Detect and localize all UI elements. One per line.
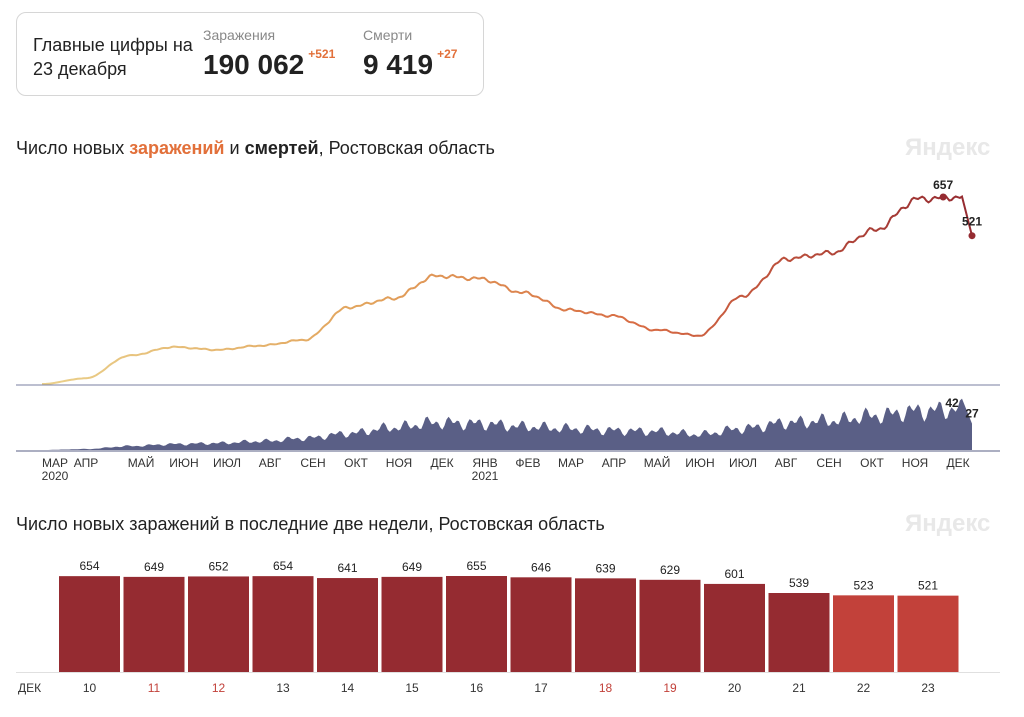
bar-12	[188, 576, 249, 672]
bar-value-label: 639	[595, 561, 615, 575]
chart1-title-suffix: , Ростовская область	[318, 138, 495, 158]
x-tick-label: МАР	[42, 456, 68, 470]
bar-11	[123, 576, 185, 672]
x-tick-label: АВГ	[775, 456, 798, 470]
x-tick-label: АВГ	[259, 456, 282, 470]
bar-value-label: 601	[724, 567, 744, 581]
x-tick-label: ИЮН	[685, 456, 714, 470]
x-tick-label: ДЕК	[430, 456, 453, 470]
cases-label: Заражения	[203, 27, 276, 43]
cases-value: 190 062	[203, 49, 305, 80]
bar-17	[510, 577, 572, 672]
yandex-watermark-2: Яндекс	[905, 510, 991, 537]
yandex-watermark-1: Яндекс	[905, 134, 991, 161]
chart1-title-prefix: Число новых	[16, 138, 130, 158]
x-tick-label: МАР	[558, 456, 584, 470]
deaths-value: 9 419	[363, 49, 434, 80]
cases-peak-label: 657	[933, 178, 953, 192]
bar-19	[639, 579, 701, 672]
x-tick-label: ИЮЛ	[213, 456, 241, 470]
cases-stat: Заражения 190 062 +521	[203, 27, 335, 81]
day-label: 23	[921, 681, 935, 695]
cases-last-label: 521	[962, 215, 982, 229]
day-label: 13	[276, 681, 290, 695]
day-label: 21	[792, 681, 806, 695]
x-tick-label: МАЙ	[128, 455, 155, 470]
day-label: 22	[857, 681, 871, 695]
cases-line	[42, 193, 973, 385]
deaths-area	[42, 398, 972, 450]
bar-value-label: 641	[337, 561, 357, 575]
bar-22	[833, 595, 894, 672]
month-label: ДЕК	[18, 681, 41, 695]
bar-21	[768, 593, 830, 672]
bar-value-label: 521	[918, 579, 938, 593]
bar-value-label: 654	[79, 559, 99, 573]
day-label: 17	[534, 681, 548, 695]
x-tick-label: ФЕВ	[515, 456, 540, 470]
deaths-label: Смерти	[363, 27, 413, 43]
bar-value-label: 629	[660, 563, 680, 577]
bar-value-label: 646	[531, 560, 551, 574]
x-tick-label: ЯНВ	[472, 456, 497, 470]
bar-14	[317, 578, 378, 672]
chart2-title: Число новых заражений в последние две не…	[16, 514, 605, 534]
x-tick-label: НОЯ	[386, 456, 412, 470]
bar-value-label: 539	[789, 576, 809, 590]
day-label: 14	[341, 681, 355, 695]
x-tick-label: АПР	[602, 456, 627, 470]
bar-value-label: 654	[273, 559, 293, 573]
bar-value-label: 652	[208, 559, 228, 573]
day-label: 19	[663, 681, 677, 695]
cases-peak-marker	[939, 193, 947, 201]
bar-16	[446, 576, 507, 672]
day-label: 18	[599, 681, 613, 695]
bar-20	[704, 583, 765, 672]
bar-10	[59, 576, 120, 672]
x-tick-label: СЕН	[816, 456, 841, 470]
summary-title: Главные цифры на 23 декабря	[33, 35, 193, 79]
day-label: 10	[83, 681, 97, 695]
chart1-title-deaths: смертей	[244, 138, 319, 158]
deaths-peak-label: 42	[945, 396, 959, 410]
year-label: 2020	[42, 469, 69, 483]
timeline-chart: 657 521 42 27 МАР АПР МАЙ ИЮН ИЮЛ АВГ СЕН ОКТ НОЯ ДЕК…	[16, 178, 1000, 483]
bar-value-label: 655	[466, 559, 486, 573]
x-tick-label: ОКТ	[860, 456, 884, 470]
cases-last-marker	[968, 232, 976, 240]
day-label: 11	[148, 681, 161, 695]
x-tick-label: МАЙ	[644, 455, 671, 470]
x-tick-label: ОКТ	[344, 456, 368, 470]
chart1-title-infections: заражений	[129, 138, 225, 158]
deaths-last-label: 27	[965, 407, 979, 421]
day-label: 12	[212, 681, 226, 695]
year-label: 2021	[472, 469, 499, 483]
day-label: 15	[405, 681, 419, 695]
bar-18	[575, 578, 636, 672]
x-tick-label: СЕН	[300, 456, 325, 470]
x-tick-label: ДЕК	[946, 456, 969, 470]
day-label: 16	[470, 681, 484, 695]
x-tick-label: АПР	[74, 456, 99, 470]
bar-value-label: 649	[144, 560, 164, 574]
bar-15	[381, 576, 443, 672]
day-label: 20	[728, 681, 742, 695]
bar-13	[252, 576, 314, 672]
summary-card: Главные цифры на 23 декабря Заражения 19…	[16, 12, 484, 96]
bar-value-label: 649	[402, 560, 422, 574]
chart1-title: Число новых заражений и смертей, Ростовс…	[16, 138, 495, 159]
x-tick-label: ИЮЛ	[729, 456, 757, 470]
bar-value-label: 523	[853, 578, 873, 592]
chart1-title-and: и	[224, 138, 245, 158]
bar-23	[897, 595, 959, 672]
x-tick-label: ИЮН	[169, 456, 198, 470]
x-tick-label: НОЯ	[902, 456, 928, 470]
deaths-stat: Смерти 9 419 +27	[363, 27, 457, 81]
cases-delta: +521	[308, 47, 336, 61]
deaths-delta: +27	[437, 47, 458, 61]
